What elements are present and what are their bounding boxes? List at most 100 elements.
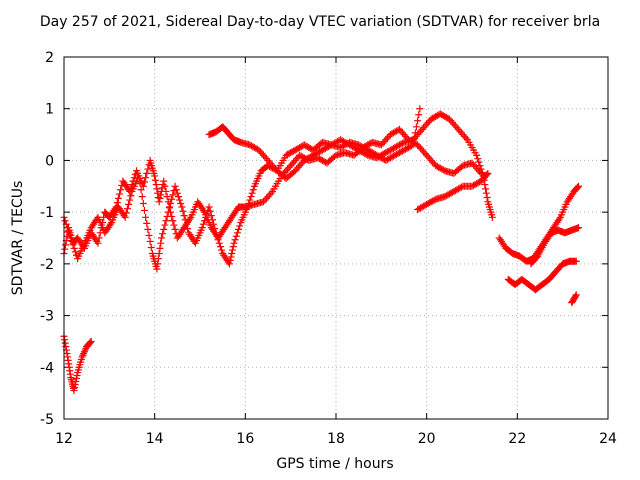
data-point: [430, 113, 438, 121]
data-point: [293, 165, 301, 173]
y-tick-label: 0: [45, 153, 54, 169]
data-point: [72, 374, 80, 382]
data-point: [86, 338, 94, 346]
data-point: [376, 153, 384, 161]
data-point: [61, 336, 69, 344]
series-arc-9: [60, 332, 95, 395]
data-point: [427, 156, 435, 164]
data-point: [296, 144, 304, 151]
data-point: [303, 155, 311, 163]
data-point: [397, 140, 405, 148]
data-point: [232, 232, 240, 240]
data-point: [303, 143, 311, 151]
data-point: [473, 180, 481, 188]
data-point: [418, 146, 426, 154]
data-point: [482, 189, 490, 197]
data-point: [156, 244, 164, 252]
data-point: [424, 119, 432, 127]
data-point: [259, 151, 267, 159]
data-point: [382, 156, 390, 164]
x-tick-label: 24: [599, 431, 617, 447]
data-point: [364, 146, 372, 154]
data-point: [94, 239, 102, 247]
data-point: [163, 212, 171, 220]
data-point: [182, 220, 190, 228]
data-point: [309, 151, 317, 159]
data-point: [290, 158, 298, 166]
data-point: [433, 162, 441, 170]
data-point: [416, 105, 424, 113]
data-point: [457, 129, 465, 137]
data-point: [395, 125, 403, 133]
data-point: [320, 145, 328, 153]
data-point: [69, 241, 77, 249]
data-point: [113, 199, 121, 207]
data-point: [445, 190, 453, 198]
data-point: [62, 241, 70, 249]
data-point: [300, 156, 308, 164]
data-point: [450, 120, 458, 128]
axis-ticks: 12 14 16 18 20 22 24 2 1 0 -1 -2 -3 -4 -5: [40, 50, 617, 447]
data-point: [457, 183, 465, 191]
data-point: [308, 152, 316, 160]
data-point: [79, 351, 87, 359]
data-point: [78, 353, 86, 361]
data-point: [269, 162, 277, 170]
data-point: [383, 148, 391, 156]
data-point: [383, 134, 391, 142]
data-point: [447, 117, 455, 125]
data-point: [156, 194, 164, 202]
data-point: [400, 131, 408, 139]
data-point: [302, 156, 310, 164]
data-point: [305, 154, 313, 162]
data-point: [155, 198, 163, 206]
data-point: [373, 151, 381, 159]
data-point: [236, 222, 244, 230]
data-point: [383, 156, 391, 164]
data-point: [71, 248, 79, 256]
chart-title: Day 257 of 2021, Sidereal Day-to-day VTE…: [39, 14, 601, 30]
data-point: [370, 150, 378, 158]
data-point: [341, 141, 349, 149]
data-point: [388, 145, 396, 153]
data-point: [439, 166, 447, 174]
data-point: [135, 172, 143, 180]
data-point: [427, 115, 435, 123]
data-point: [272, 165, 280, 173]
data-point: [291, 146, 299, 154]
data-point: [262, 155, 270, 163]
data-point: [337, 136, 345, 144]
data-point: [144, 225, 152, 233]
data-point: [394, 126, 402, 134]
data-point: [429, 114, 437, 122]
data-point: [63, 224, 71, 232]
series-arc-4: [414, 169, 492, 214]
data-point: [127, 192, 135, 200]
data-point: [161, 182, 169, 190]
data-point: [420, 202, 428, 210]
data-point: [294, 163, 302, 171]
data-point: [261, 196, 269, 204]
data-point: [473, 151, 481, 159]
data-point: [457, 163, 465, 171]
data-point: [267, 160, 275, 168]
x-tick-label: 22: [508, 431, 526, 447]
data-point: [343, 140, 351, 148]
data-point: [402, 145, 410, 153]
data-point: [391, 128, 399, 136]
data-point: [315, 155, 323, 163]
data-point: [139, 200, 147, 208]
data-point: [453, 186, 461, 194]
data-point: [468, 182, 476, 190]
x-axis-label: GPS time / hours: [276, 456, 394, 472]
data-point: [247, 142, 255, 150]
data-point: [173, 189, 181, 197]
data-point: [330, 153, 338, 161]
data-point: [226, 256, 234, 264]
data-point: [230, 239, 238, 247]
data-point: [318, 146, 326, 154]
data-point: [380, 150, 388, 158]
data-point: [476, 162, 484, 170]
data-point: [389, 152, 397, 160]
data-point: [397, 148, 405, 156]
